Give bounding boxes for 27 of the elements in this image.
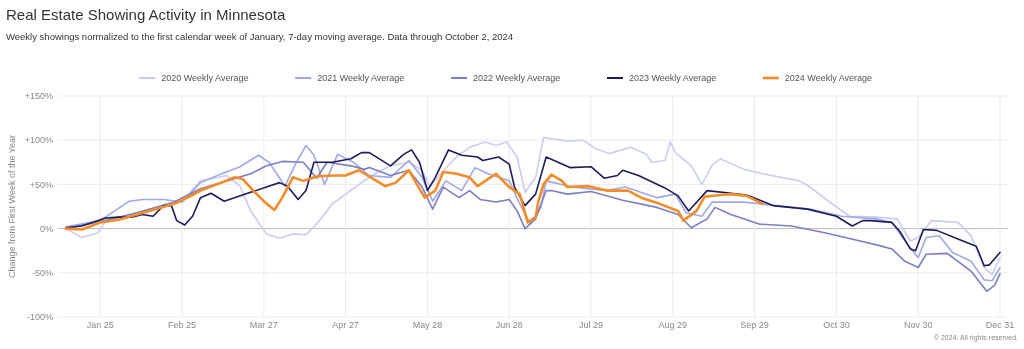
x-tick-label: Mar 27: [249, 320, 278, 330]
chart-title: Real Estate Showing Activity in Minnesota: [6, 6, 286, 23]
y-axis-title: Change from First Week of the Year: [7, 135, 17, 278]
x-tick-label: Aug 29: [658, 320, 688, 330]
x-tick-label: Feb 25: [168, 320, 197, 330]
chart-subtitle: Weekly showings normalized to the first calendar week of January, 7-day moving average. Data through October 2, 2024: [6, 31, 514, 42]
legend-label: 2020 Weekly Average: [161, 73, 249, 84]
x-tick-label: Jul 29: [578, 320, 604, 330]
legend-label: 2021 Weekly Average: [317, 73, 405, 84]
legend-label: 2024 Weekly Average: [784, 73, 873, 84]
legend-label: 2023 Weekly Average: [628, 73, 717, 84]
y-tick-label: +50%: [29, 179, 53, 190]
x-tick-label: Jun 28: [495, 320, 523, 330]
y-tick-label: +150%: [24, 91, 53, 102]
x-tick-label: Jan 25: [86, 320, 114, 330]
legend-label: 2022 Weekly Average: [473, 73, 561, 84]
y-tick-label: -50%: [31, 267, 53, 278]
line-series: [64, 168, 764, 231]
x-tick-label: May 28: [412, 320, 443, 330]
x-tick-label: Apr 27: [332, 320, 359, 330]
x-tick-label: Oct 30: [823, 320, 850, 330]
y-tick-label: 0%: [39, 223, 53, 234]
x-tick-label: Dec 31: [985, 320, 1015, 330]
y-tick-label: +100%: [24, 135, 53, 146]
y-tick-label: -100%: [26, 312, 53, 323]
x-tick-label: Nov 30: [903, 320, 933, 330]
x-tick-label: Sep 29: [740, 320, 769, 330]
